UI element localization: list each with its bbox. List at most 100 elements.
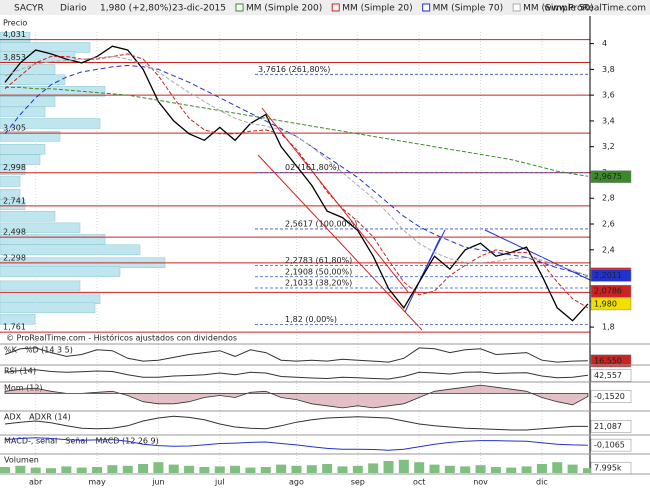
value-badge	[590, 354, 632, 368]
moving-average	[5, 86, 588, 177]
indicator-area	[4, 384, 589, 409]
value-badge	[590, 438, 632, 452]
panel-label: Volumen	[4, 456, 39, 465]
volume-profile-bar	[0, 222, 81, 234]
volume-bar	[30, 467, 41, 473]
value-badge	[590, 420, 632, 433]
level-label: 1,761	[3, 323, 26, 332]
value-badge-label: 2,0786	[594, 287, 622, 296]
symbol: SACYR	[14, 4, 44, 14]
x-tick-label: abr	[29, 478, 43, 487]
volume-bar	[107, 465, 118, 473]
price: 1,980 (+2,80%)	[100, 4, 172, 14]
y-tick-label: 2,4	[602, 245, 615, 254]
footer: © ProRealTime.com - Históricos ajustados…	[6, 333, 237, 343]
panel-label: Señal	[65, 437, 87, 446]
level-label: 3,305	[3, 124, 26, 133]
volume-profile-bar	[0, 176, 21, 187]
volume-bar	[475, 465, 486, 473]
fib-label: 2,5617 (100,00%)	[285, 219, 357, 228]
value-badge-label: 7.995k	[594, 464, 622, 473]
legend-label: MM (Simple 50)	[523, 4, 593, 14]
volume-bar	[199, 467, 210, 473]
value-badge-label: 2,9675	[594, 172, 622, 181]
y-tick-label: 4	[602, 39, 607, 48]
value-badge	[590, 369, 632, 382]
moving-average	[4, 55, 589, 277]
date: 23-dic-2015	[172, 4, 226, 14]
value-badge	[590, 269, 632, 282]
level-label: 3,853	[3, 53, 26, 62]
level-label: 2,741	[3, 196, 26, 205]
volume-bar	[444, 465, 455, 473]
volume-bar	[567, 464, 578, 473]
volume-profile-bar	[0, 51, 76, 62]
volume-profile-bar	[0, 74, 66, 85]
volume-bar	[322, 464, 333, 473]
volume-bar	[352, 465, 363, 473]
y-tick-label: 3,4	[602, 116, 615, 125]
fib-label: 3,7616 (261,80%)	[258, 65, 330, 74]
volume-profile-bar	[0, 64, 56, 75]
volume-bar	[245, 467, 256, 473]
y-tick-label: 2,8	[602, 194, 615, 203]
x-tick-label: ago	[289, 478, 304, 487]
volume-profile-bar	[0, 199, 26, 210]
volume-bar	[230, 465, 241, 473]
value-badge	[590, 297, 632, 311]
volume-profile-bar	[0, 266, 121, 277]
x-tick-label: sep	[351, 478, 365, 487]
volume-bar	[260, 467, 271, 473]
volume-bar	[490, 467, 501, 473]
volume-bar	[46, 468, 57, 473]
x-tick-label: dic	[536, 478, 548, 487]
volume-bar	[552, 462, 563, 473]
volume-profile-bar	[0, 86, 106, 97]
level-label: 2,498	[3, 228, 26, 237]
volume-profile-bar	[0, 234, 106, 245]
value-badge	[590, 390, 632, 403]
panel-label: ADXR (14)	[29, 413, 71, 422]
volume-profile-bar	[0, 211, 56, 222]
x-tick-label: jul	[214, 478, 225, 487]
volume-bar	[306, 465, 317, 473]
volume-bar	[61, 466, 72, 473]
legend-swatch	[235, 3, 244, 12]
panel-label: Mom (12)	[4, 384, 43, 393]
volume-profile-bar	[0, 293, 101, 305]
legend-label: MM (Simple 200)	[246, 4, 322, 14]
volume-profile-bar	[0, 302, 96, 314]
trend-lines	[257, 107, 591, 331]
indicator-line	[4, 369, 588, 380]
x-tick-label: may	[88, 478, 106, 487]
price-label: Precio	[3, 19, 27, 28]
panel-label: MACD-, señal	[4, 437, 57, 446]
x-tick-label: oct	[413, 478, 425, 487]
volume-profile-bar	[0, 280, 81, 292]
fib-label: 2,1908 (50,00%)	[285, 267, 352, 276]
volume-bar	[337, 466, 348, 473]
y-tick-label: 1,8	[602, 323, 615, 332]
value-badge-label: -0,1520	[594, 392, 625, 401]
volume-bar	[506, 467, 517, 473]
volume-bar	[368, 463, 379, 473]
value-badge-label: 16,550	[594, 356, 622, 365]
volume-profile-bar	[0, 164, 26, 176]
panel-label: %K	[4, 346, 18, 355]
volume-bar	[383, 461, 394, 473]
volume-bar	[414, 462, 425, 473]
legend-swatch	[331, 3, 340, 12]
volume-bar	[398, 459, 409, 473]
level-label: 4,031	[3, 30, 26, 39]
volume-bar	[153, 462, 164, 473]
volume-bar	[521, 466, 532, 473]
volume-profile-bar	[0, 144, 46, 155]
value-badge-label: 2,2011	[594, 271, 622, 280]
value-badge-label: 21,087	[594, 422, 622, 431]
volume-profile-bar	[0, 189, 21, 200]
volume-profile-bar	[0, 154, 41, 165]
header-bar	[0, 0, 650, 15]
level-label: 2,998	[3, 163, 26, 172]
panel-label: ADX	[4, 413, 22, 422]
indicator-line	[4, 347, 588, 363]
